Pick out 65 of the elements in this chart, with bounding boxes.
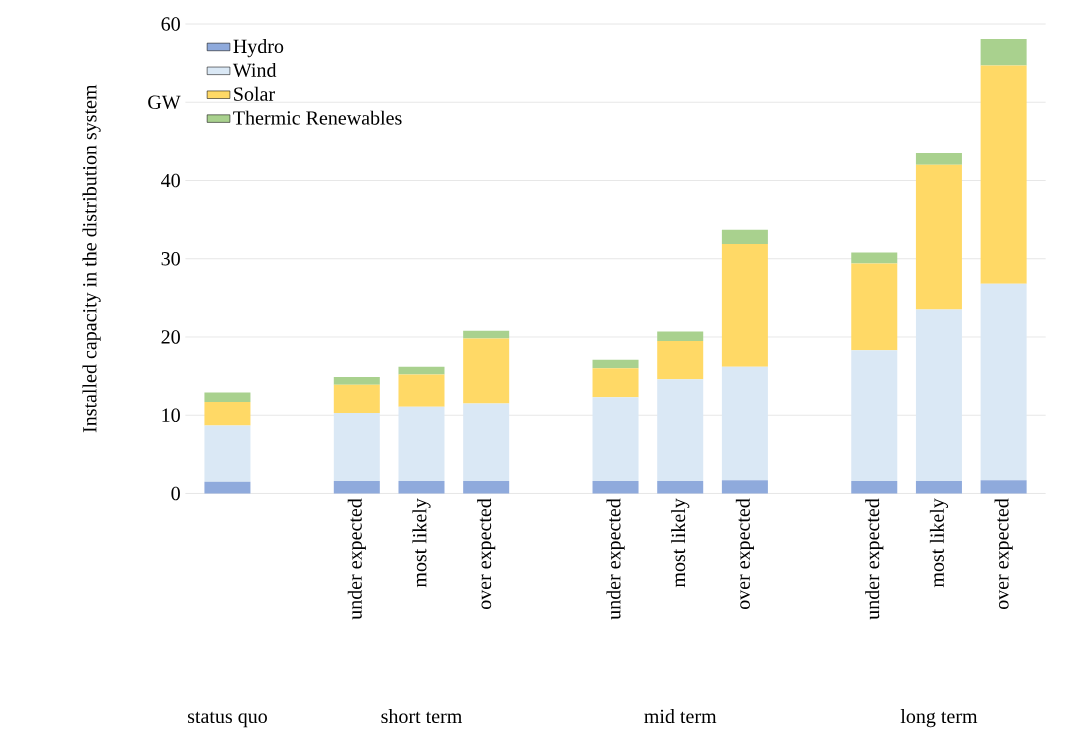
y-tick-label: 40 — [161, 173, 180, 188]
x-tick-label: most likely — [412, 498, 431, 588]
bar — [463, 480, 510, 494]
bar — [398, 374, 445, 407]
bar — [980, 283, 1027, 481]
bar — [851, 480, 898, 494]
bar — [204, 481, 251, 494]
bar — [592, 368, 639, 398]
legend-label: Thermic Renewables — [233, 110, 402, 125]
bar — [333, 412, 380, 481]
y-axis-title: Installed capacity in the distribution system — [82, 84, 101, 433]
bar — [592, 480, 639, 494]
legend-label: Wind — [232, 62, 277, 77]
bar — [851, 350, 898, 481]
bar — [915, 309, 962, 481]
bar — [333, 376, 380, 385]
bar — [657, 480, 704, 494]
bar — [333, 480, 380, 494]
bar — [463, 330, 510, 339]
bar — [721, 229, 768, 244]
y-tick-label: GW — [148, 95, 181, 109]
bar — [915, 480, 962, 494]
y-tick-label: 20 — [161, 330, 180, 344]
bar — [204, 392, 251, 402]
bar — [398, 406, 445, 481]
bar — [333, 384, 380, 413]
bar — [980, 65, 1027, 284]
bar — [463, 338, 510, 404]
x-tick-label: under expected — [606, 498, 625, 620]
text: status quo — [187, 711, 267, 728]
text: short term — [381, 708, 463, 723]
x-tick-label: under expected — [347, 498, 366, 620]
y-tick-label: 60 — [161, 17, 180, 31]
legend-label: Hydro — [233, 38, 284, 58]
bar — [851, 263, 898, 351]
bar — [851, 252, 898, 264]
text: long term — [900, 708, 978, 728]
bar — [398, 366, 445, 375]
bar — [980, 38, 1027, 66]
text: mid term — [644, 708, 717, 723]
y-tick-label: 0 — [171, 486, 180, 501]
bar — [463, 403, 510, 481]
legend-label: Solar — [234, 86, 275, 101]
bar — [915, 153, 962, 165]
bar — [592, 359, 639, 369]
bar — [398, 480, 445, 494]
x-tick-label: over expected — [477, 498, 496, 609]
bar — [657, 379, 704, 481]
y-tick-label: 10 — [162, 408, 180, 422]
x-tick-label: most likely — [671, 498, 690, 588]
bar — [915, 164, 962, 310]
x-tick-label: under expected — [865, 498, 884, 620]
bar — [721, 480, 768, 494]
bar — [657, 331, 704, 341]
x-tick-label: most likely — [929, 498, 949, 588]
bar — [657, 340, 704, 380]
bar — [980, 480, 1027, 494]
bar — [721, 243, 768, 367]
y-tick-label: 30 — [161, 251, 180, 266]
x-tick-label: over expected — [735, 498, 754, 609]
bar — [204, 425, 251, 482]
bar — [204, 401, 251, 426]
bar — [592, 397, 639, 481]
bar — [721, 366, 768, 481]
x-tick-label: over expected — [994, 498, 1013, 609]
